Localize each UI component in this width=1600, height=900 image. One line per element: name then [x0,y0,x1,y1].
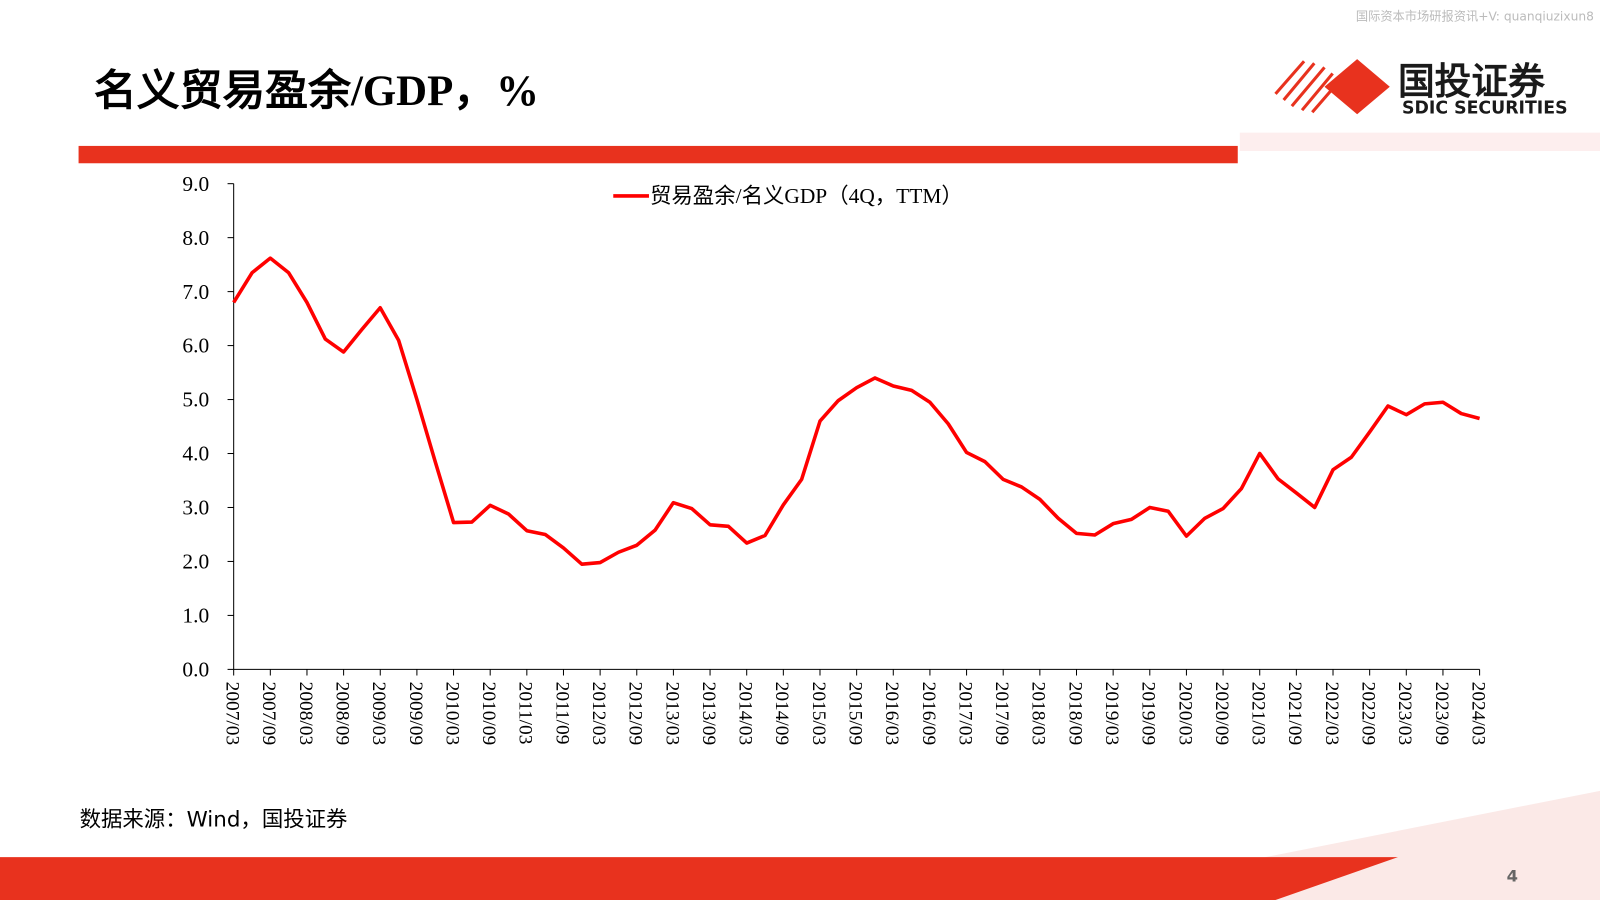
x-tick-label: 2021/09 [1284,682,1305,746]
x-tick-label: 2022/09 [1358,682,1379,746]
x-tick-label: 2013/09 [698,682,719,746]
x-tick-label: 2020/03 [1174,682,1195,746]
x-tick-label: 2012/03 [588,682,609,746]
x-tick-label: 2008/09 [331,682,352,746]
x-tick-label: 2018/03 [1028,682,1049,746]
y-tick-label: 3.0 [182,496,209,520]
x-tick-label: 2021/03 [1248,682,1269,746]
title-bar-light [1239,132,1600,152]
x-tick-label: 2009/09 [405,682,426,746]
x-tick-label: 2020/09 [1211,682,1232,746]
x-tick-label: 2007/03 [222,682,243,746]
logo-cn: 国投证券 [1398,60,1545,103]
footer-bar [0,857,1398,900]
logo: 国投证券 SDIC SECURITIES [1274,59,1568,118]
x-tick-label: 2009/03 [368,682,389,746]
y-tick-label: 8.0 [182,226,209,250]
x-tick-label: 2017/09 [991,682,1012,746]
x-tick-label: 2014/09 [771,682,792,746]
x-tick-label: 2014/03 [735,682,756,746]
x-tick-label: 2016/03 [881,682,902,746]
x-tick-label: 2019/09 [1138,682,1159,746]
logo-en: SDIC SECURITIES [1402,98,1568,118]
y-tick-label: 6.0 [182,334,209,358]
y-tick-label: 5.0 [182,388,209,412]
legend-label: 贸易盈余/名义GDP（4Q，TTM） [650,184,963,208]
x-tick-label: 2024/03 [1467,682,1488,746]
x-tick-label: 2015/09 [844,682,865,746]
x-tick-label: 2008/03 [295,682,316,746]
x-tick-label: 2010/09 [478,682,499,746]
y-tick-label: 0.0 [182,658,209,682]
y-tick-label: 2.0 [182,550,209,574]
x-tick-label: 2017/03 [954,682,975,746]
source: 数据来源：Wind，国投证券 [80,808,348,833]
x-tick-label: 2013/03 [661,682,682,746]
x-tick-label: 2018/09 [1064,682,1085,746]
y-tick-label: 1.0 [182,604,209,628]
y-tick-label: 4.0 [182,442,209,466]
watermark: 国际资本市场研报资讯+V: quanqiuzixun8 [1356,8,1594,23]
x-tick-label: 2007/09 [258,682,279,746]
chart: 0.0 1.0 2.0 3.0 4.0 5.0 6.0 7.0 8.0 9.0 2007/03 200… [182,172,1488,745]
x-tick-label: 2023/09 [1431,682,1452,746]
x-tick-label: 2015/03 [808,682,829,746]
x-tick-label: 2016/09 [918,682,939,746]
x-tick-label: 2010/03 [441,682,462,746]
x-tick-label: 2012/09 [625,682,646,746]
y-tick-label: 9.0 [182,172,209,196]
slide-title: 名义贸易盈余/GDP，% [94,66,539,115]
x-tick-label: 2011/09 [551,682,572,745]
page-number: 4 [1507,867,1518,886]
title-bar [78,145,1238,164]
x-tick-label: 2022/03 [1321,682,1342,746]
x-tick-label: 2011/03 [515,682,536,745]
data-line [232,256,1481,566]
x-tick-label: 2019/03 [1101,682,1122,746]
y-tick-label: 7.0 [182,280,209,304]
x-tick-label: 2023/03 [1394,682,1415,746]
